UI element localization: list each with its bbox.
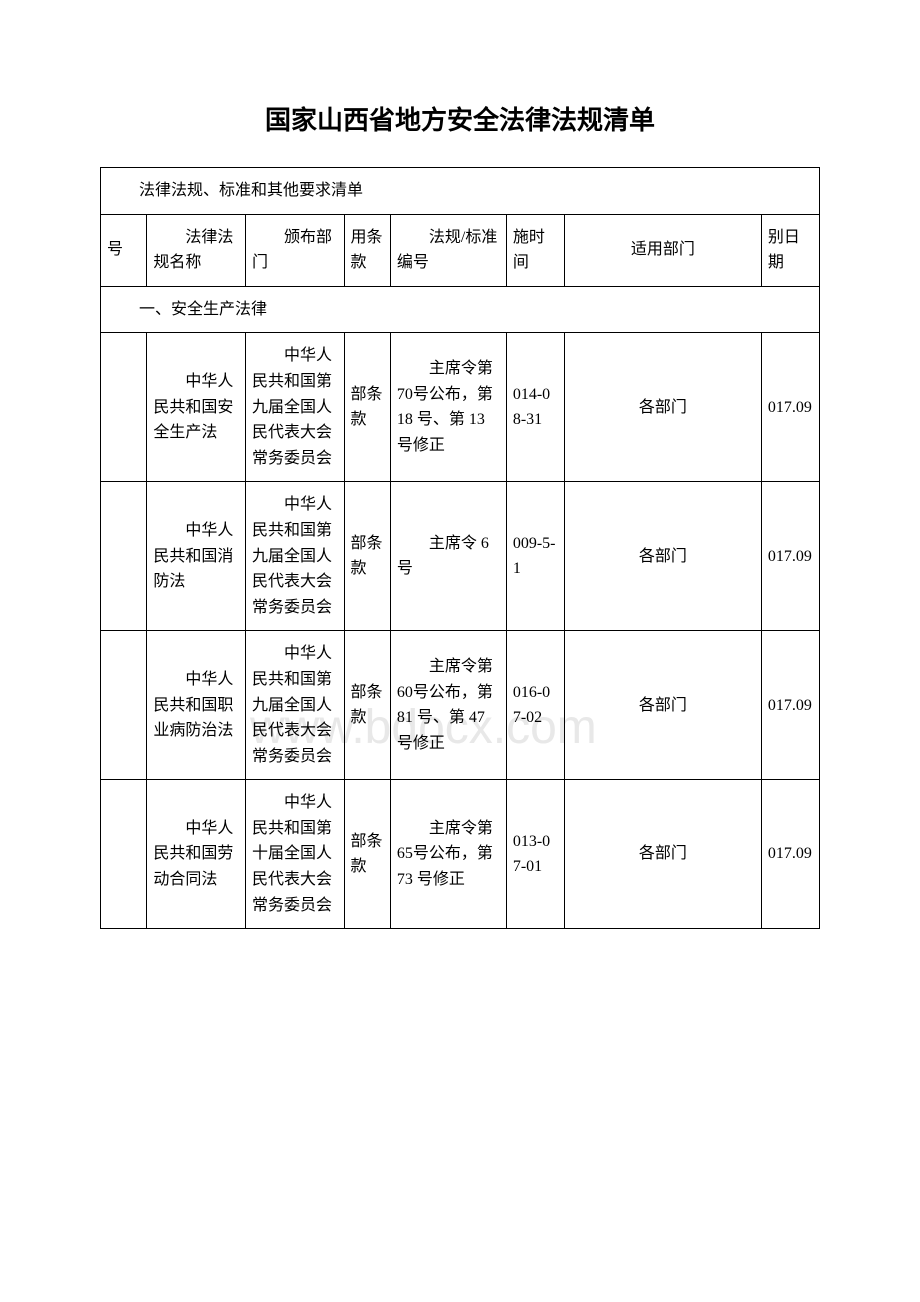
- cell-name: 中华人民共和国劳动合同法: [147, 780, 246, 929]
- cell-other: 017.09: [761, 482, 819, 631]
- cell-dept: 中华人民共和国第九届全国人民代表大会常务委员会: [245, 482, 344, 631]
- table-row: 中华人民共和国安全生产法 中华人民共和国第九届全国人民代表大会常务委员会 部条款…: [101, 333, 820, 482]
- document-page: www.bdocx.com 国家山西省地方安全法律法规清单 法律法规、标准和其他…: [0, 0, 920, 989]
- cell-apply: 各部门: [564, 482, 761, 631]
- cell-name: 中华人民共和国消防法: [147, 482, 246, 631]
- cell-apply: 各部门: [564, 780, 761, 929]
- cell-other: 017.09: [761, 333, 819, 482]
- cell-apply: 各部门: [564, 631, 761, 780]
- header-other: 别日期: [761, 214, 819, 286]
- table-row: 中华人民共和国职业病防治法 中华人民共和国第九届全国人民代表大会常务委员会 部条…: [101, 631, 820, 780]
- cell-number: [101, 482, 147, 631]
- cell-code: 主席令 6 号: [390, 482, 506, 631]
- header-number: 号: [101, 214, 147, 286]
- table-row: 中华人民共和国劳动合同法 中华人民共和国第十届全国人民代表大会常务委员会 部条款…: [101, 780, 820, 929]
- cell-code: 主席令第 60号公布，第 81 号、第 47号修正: [390, 631, 506, 780]
- cell-code: 主席令第 70号公布，第 18 号、第 13号修正: [390, 333, 506, 482]
- header-name: 法律法规名称: [147, 214, 246, 286]
- cell-clause: 部条款: [344, 780, 390, 929]
- cell-name: 中华人民共和国安全生产法: [147, 333, 246, 482]
- header-code: 法规/标准编号: [390, 214, 506, 286]
- table-caption: 法律法规、标准和其他要求清单: [101, 168, 820, 215]
- cell-dept: 中华人民共和国第九届全国人民代表大会常务委员会: [245, 333, 344, 482]
- cell-other: 017.09: [761, 631, 819, 780]
- table-row: 中华人民共和国消防法 中华人民共和国第九届全国人民代表大会常务委员会 部条款 主…: [101, 482, 820, 631]
- cell-name: 中华人民共和国职业病防治法: [147, 631, 246, 780]
- cell-apply: 各部门: [564, 333, 761, 482]
- section-row: 一、安全生产法律: [101, 286, 820, 333]
- cell-number: [101, 631, 147, 780]
- header-dept: 颁布部门: [245, 214, 344, 286]
- cell-clause: 部条款: [344, 333, 390, 482]
- cell-date: 009-5-1: [506, 482, 564, 631]
- header-apply: 适用部门: [564, 214, 761, 286]
- cell-number: [101, 780, 147, 929]
- header-date: 施时间: [506, 214, 564, 286]
- cell-clause: 部条款: [344, 482, 390, 631]
- cell-clause: 部条款: [344, 631, 390, 780]
- cell-number: [101, 333, 147, 482]
- cell-date: 013-07-01: [506, 780, 564, 929]
- cell-date: 016-07-02: [506, 631, 564, 780]
- regulations-table: 法律法规、标准和其他要求清单 号 法律法规名称 颁布部门 用条款 法规/标准编号…: [100, 167, 820, 929]
- table-header-row: 号 法律法规名称 颁布部门 用条款 法规/标准编号 施时间 适用部门 别日期: [101, 214, 820, 286]
- cell-dept: 中华人民共和国第九届全国人民代表大会常务委员会: [245, 631, 344, 780]
- cell-date: 014-08-31: [506, 333, 564, 482]
- section-label: 一、安全生产法律: [101, 286, 820, 333]
- cell-other: 017.09: [761, 780, 819, 929]
- document-title: 国家山西省地方安全法律法规清单: [100, 100, 820, 137]
- header-clause: 用条款: [344, 214, 390, 286]
- cell-code: 主席令第 65号公布，第 73 号修正: [390, 780, 506, 929]
- cell-dept: 中华人民共和国第十届全国人民代表大会常务委员会: [245, 780, 344, 929]
- table-caption-row: 法律法规、标准和其他要求清单: [101, 168, 820, 215]
